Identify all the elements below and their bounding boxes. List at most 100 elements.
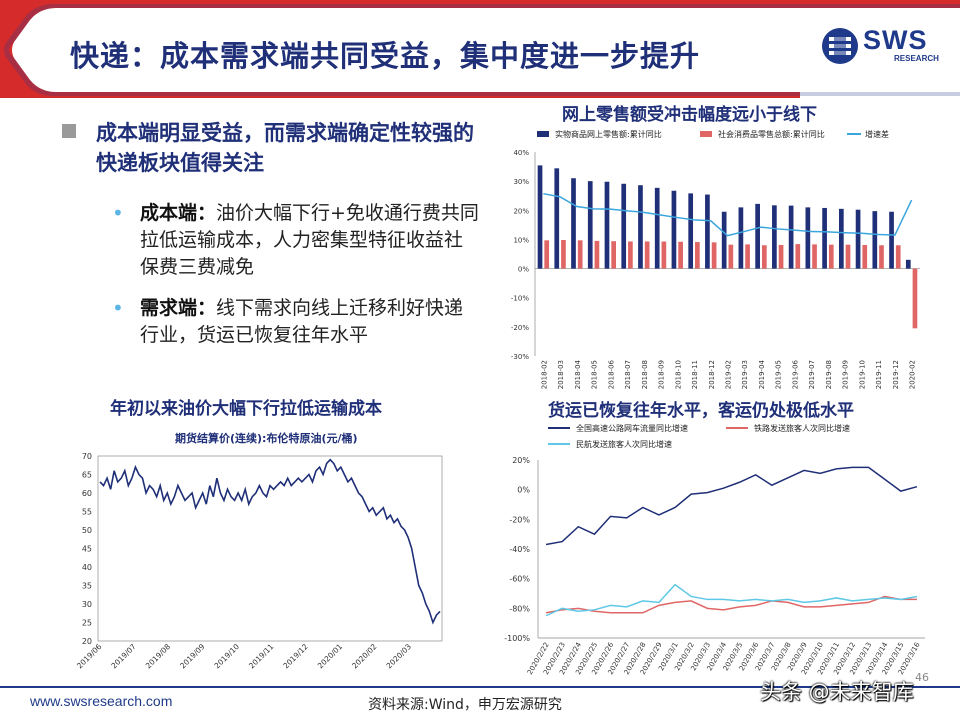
bullet-sub-label: 需求端： bbox=[140, 297, 217, 319]
bar bbox=[795, 244, 801, 269]
freight-chart-title: 货运已恢复往年水平，客运仍处极低水平 bbox=[548, 401, 854, 421]
x-tick-label: 2018-04 bbox=[574, 359, 582, 389]
bar bbox=[594, 240, 600, 269]
x-tick-label: 2019/06 bbox=[75, 642, 104, 671]
y-tick-label: 20% bbox=[512, 456, 530, 465]
bullet-sub-demand: • 需求端：线下需求向线上迁移利好快递行业，货运已恢复往年水平 bbox=[60, 295, 480, 349]
x-tick-label: 2019-08 bbox=[825, 360, 833, 389]
bar bbox=[544, 240, 550, 269]
bar bbox=[788, 205, 794, 269]
bar bbox=[805, 207, 811, 269]
x-tick-label: 2019/07 bbox=[109, 642, 138, 671]
x-tick-label: 2019/09 bbox=[178, 642, 207, 671]
x-tick-label: 2018-08 bbox=[641, 360, 649, 389]
bar bbox=[688, 193, 694, 269]
bar bbox=[855, 209, 861, 269]
header: 快递：成本需求端共同受益，集中度进一步提升 SWS RESEARCH bbox=[0, 0, 960, 98]
bar bbox=[638, 185, 643, 269]
x-tick-label: 2020/01 bbox=[316, 642, 345, 671]
y-tick-label: 50 bbox=[82, 526, 92, 535]
y-tick-label: 40% bbox=[513, 149, 529, 157]
sws-logo: SWS RESEARCH bbox=[820, 22, 940, 72]
bar bbox=[738, 207, 744, 269]
legend-swatch bbox=[700, 131, 712, 137]
y-tick-label: -10% bbox=[511, 295, 529, 303]
legend-label: 民航发送旅客人次同比增速 bbox=[576, 439, 672, 449]
bar bbox=[828, 244, 834, 269]
bar bbox=[812, 244, 817, 269]
y-tick-label: -40% bbox=[509, 545, 530, 554]
legend-label: 实物商品网上零售额:累计同比 bbox=[555, 129, 662, 139]
y-tick-label: 0% bbox=[517, 486, 530, 495]
y-tick-label: 10% bbox=[513, 236, 529, 244]
footer-source: 资料来源:Wind，申万宏源研究 bbox=[368, 697, 562, 713]
y-tick-label: 35 bbox=[82, 582, 92, 591]
x-tick-label: 2018-11 bbox=[691, 360, 699, 389]
y-tick-label: -30% bbox=[511, 353, 529, 361]
x-tick-label: 2019-12 bbox=[892, 360, 900, 389]
bar bbox=[661, 241, 667, 269]
bar bbox=[879, 245, 884, 269]
bar bbox=[695, 242, 700, 269]
bullet-dot-icon: • bbox=[112, 296, 124, 320]
x-tick-label: 2020/03 bbox=[385, 642, 414, 671]
legend-label: 铁路发送旅客人次同比增速 bbox=[754, 423, 850, 433]
bar bbox=[628, 241, 633, 269]
retail-chart-title: 网上零售额受冲击幅度远小于线下 bbox=[562, 105, 817, 125]
series-line bbox=[545, 595, 917, 614]
x-tick-label: 2018-12 bbox=[708, 360, 716, 389]
y-tick-label: -100% bbox=[504, 634, 530, 643]
bar bbox=[537, 165, 543, 269]
x-tick-label: 2019/11 bbox=[247, 642, 276, 671]
bar bbox=[561, 240, 566, 269]
bar bbox=[621, 183, 627, 269]
bar bbox=[745, 244, 750, 269]
bar bbox=[705, 194, 710, 269]
x-tick-label: 2019-05 bbox=[775, 360, 783, 389]
x-tick-label: 2020/02 bbox=[350, 642, 379, 671]
x-tick-label: 2019-02 bbox=[725, 360, 733, 389]
bullet-sub-label: 成本端： bbox=[140, 202, 217, 224]
bullet-sub-text: 油价大幅下行+免收通行费共同拉低运输成本，人力密集型特征收益社保费三费减免 bbox=[140, 202, 479, 278]
bar bbox=[654, 187, 660, 269]
oil-chart-subtitle: 期货结算价(连续):布伦特原油(元/桶) bbox=[175, 432, 358, 445]
y-tick-label: 55 bbox=[82, 508, 92, 517]
y-tick-label: -60% bbox=[509, 575, 530, 584]
footer-website[interactable]: www.swsresearch.com bbox=[30, 693, 173, 709]
bar bbox=[587, 181, 593, 269]
x-tick-label: 2018-09 bbox=[658, 360, 666, 389]
bar bbox=[604, 181, 610, 269]
slide-title: 快递：成本需求端共同受益，集中度进一步提升 bbox=[70, 39, 701, 73]
x-tick-label: 2018-10 bbox=[674, 360, 682, 389]
retail-chart: 实物商品网上零售额:累计同比 社会消费品零售总额:累计同比 增速差 40% 30% 20%… bbox=[511, 129, 920, 389]
bar bbox=[678, 241, 683, 269]
bullet-main: 成本端明显受益，而需求端确定性较强的快递板块值得关注 bbox=[60, 118, 480, 178]
bullet-dot-icon: • bbox=[112, 201, 124, 225]
x-tick-label: 2018-06 bbox=[607, 359, 615, 389]
oil-price-line bbox=[99, 458, 441, 625]
bar bbox=[554, 168, 560, 269]
bar bbox=[644, 241, 650, 269]
y-tick-label: 0% bbox=[518, 266, 529, 274]
x-tick-label: 2018-07 bbox=[624, 360, 632, 389]
y-tick-label: 30 bbox=[82, 600, 92, 609]
footer-divider bbox=[0, 686, 960, 688]
y-tick-label: 40 bbox=[82, 563, 92, 572]
y-tick-label: 20% bbox=[513, 207, 529, 215]
y-tick-label: -20% bbox=[509, 515, 530, 524]
series-line bbox=[545, 466, 918, 546]
bar bbox=[862, 244, 868, 269]
bullet-sub-text: 线下需求向线上迁移利好快递行业，货运已恢复往年水平 bbox=[140, 297, 464, 346]
y-tick-label: 25 bbox=[82, 619, 92, 628]
bar bbox=[889, 211, 894, 269]
x-tick-label: 2018-02 bbox=[540, 360, 548, 389]
y-tick-label: -80% bbox=[509, 604, 530, 613]
x-tick-label: 2019-10 bbox=[858, 360, 866, 389]
bar bbox=[905, 259, 911, 269]
logo-sub: RESEARCH bbox=[894, 54, 939, 63]
x-tick-label: 2019-07 bbox=[808, 360, 816, 389]
x-tick-label: 2019-04 bbox=[758, 359, 766, 389]
x-tick-label: 2019/10 bbox=[213, 642, 242, 671]
bar bbox=[755, 203, 760, 269]
